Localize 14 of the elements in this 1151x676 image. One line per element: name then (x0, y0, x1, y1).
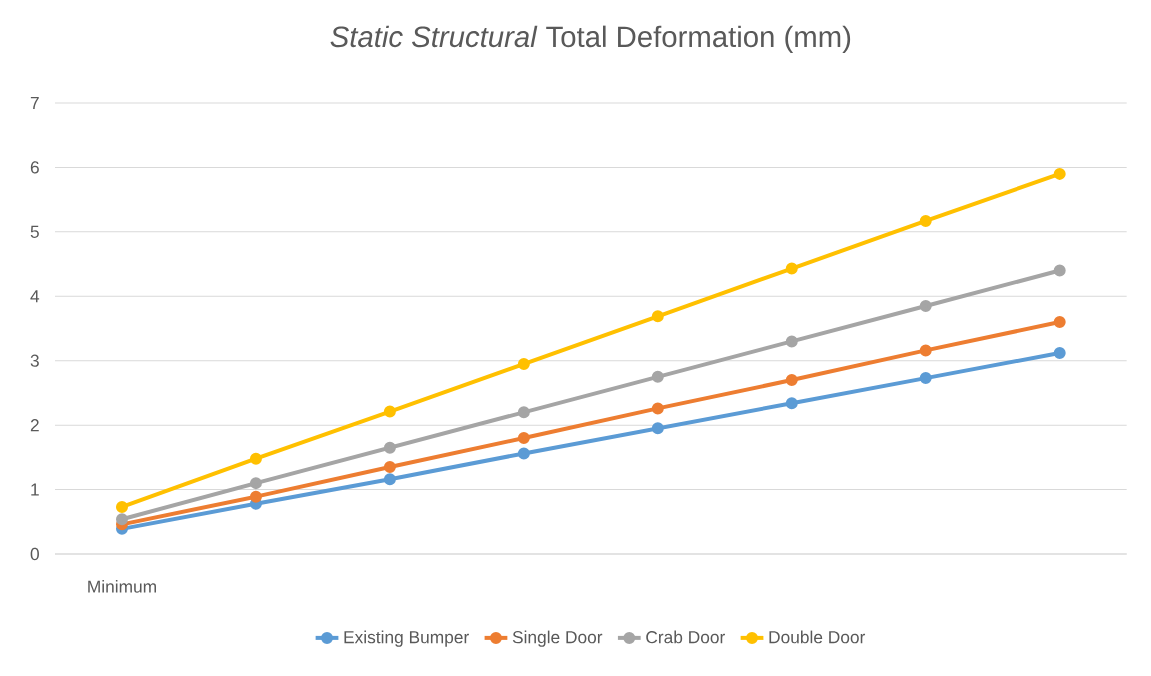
y-tick-label: 0 (30, 547, 39, 561)
chart-title: Static Structural Total Deformation (mm) (330, 25, 851, 53)
legend-label: Single Door (512, 630, 603, 647)
x-tick-label: Minimum (88, 580, 156, 593)
y-tick-label: 1 (31, 483, 39, 496)
y-tick-label: 7 (30, 97, 39, 109)
y-tick-label: 5 (30, 225, 39, 238)
legend-label: Double Door (769, 630, 866, 644)
legend-label: Existing Bumper (344, 630, 469, 647)
y-tick-label: 3 (30, 354, 39, 367)
y-tick-label: 2 (30, 419, 39, 432)
y-tick-label: 6 (30, 161, 39, 174)
legend-label: Crab Door (646, 630, 725, 644)
y-tick-label: 4 (30, 290, 40, 303)
